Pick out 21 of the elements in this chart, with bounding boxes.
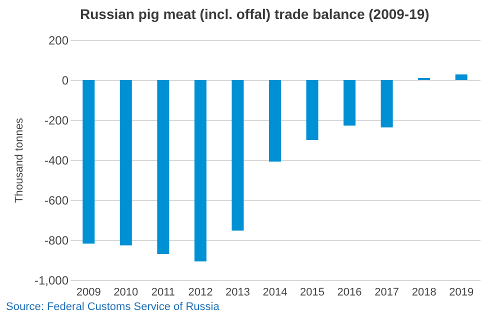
y-tick-label: 200 [48,34,69,48]
x-tick-label: 2012 [188,286,213,298]
x-tick-label: 2014 [262,286,288,298]
x-tick-label: 2018 [412,286,436,298]
x-tick-label: 2013 [225,286,250,298]
y-tick-label: -600 [44,194,69,208]
x-tick-label: 2009 [76,286,101,298]
x-tick-label: 2011 [151,286,176,298]
x-tick-label: 2019 [449,286,474,298]
y-tick-label: -400 [44,154,69,168]
y-tick-label: -1,000 [34,274,69,288]
y-tick-label: -800 [44,234,69,248]
y-axis-title: Thousand tonnes [13,118,26,204]
x-tick-label: 2016 [337,286,362,298]
x-tick-label: 2017 [374,286,400,298]
x-tick-label: 2015 [300,286,325,298]
chart-title: Russian pig meat (incl. offal) trade balance (2009-19) [80,6,430,22]
source-note: Source: Federal Customs Service of Russia [6,300,220,314]
x-tick-label: 2010 [114,286,138,298]
y-tick-label: 0 [62,74,69,88]
y-tick-label: -200 [44,114,69,128]
